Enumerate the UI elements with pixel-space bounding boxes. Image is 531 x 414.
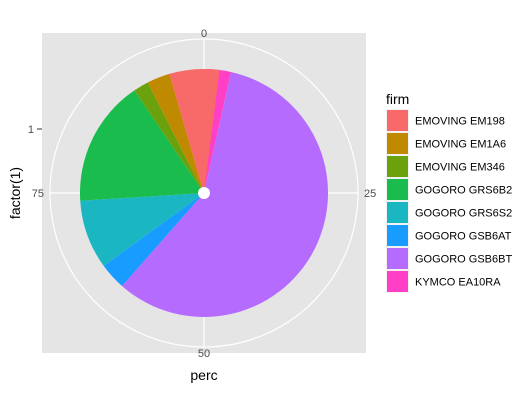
theta-tick-label: 0 [201,28,207,40]
pie-center-hole [198,187,210,199]
legend-label: EMOVING EM1A6 [415,139,506,151]
legend-swatch [387,202,408,223]
legend-label: GOGORO GRS6S2 [415,208,512,220]
center-hole [198,187,210,199]
x-axis-title: perc [190,367,217,383]
legend-label: GOGORO GSB6AT [415,231,512,243]
legend-label: GOGORO GSB6BT [415,254,512,266]
legend-swatch [387,133,408,154]
pie-slice [80,193,204,266]
theta-tick-label: 50 [198,348,210,360]
pie-slice [134,82,204,193]
pie-slice [147,73,204,193]
pie-slice [103,193,204,287]
legend-swatch [387,110,408,131]
theta-tick-label: 25 [364,188,376,200]
legend-swatch [387,248,408,269]
legend: EMOVING EM198 EMOVING EM1A6 EMOVING EM346 G… [386,109,512,293]
legend-swatch [387,225,408,246]
legend-label: KYMCO EA10RA [415,277,501,289]
theta-tick-label: 75 [32,188,44,200]
legend-label: GOGORO GRS6B2 [415,185,512,197]
pie-slice [122,71,329,318]
y-tick-label: 1 [28,124,34,136]
pie-slice [79,90,204,201]
pie-slice [169,69,220,193]
legend-label: EMOVING EM198 [415,116,505,128]
legend-title: firm [386,91,409,107]
theta-tick-labels: 0 25 50 75 [32,28,377,360]
legend-swatch [387,156,408,177]
legend-swatch [387,271,408,292]
legend-swatch [387,179,408,200]
y-axis-title: factor(1) [7,167,23,219]
legend-label: EMOVING EM346 [415,162,505,174]
pie-slices [79,69,329,318]
